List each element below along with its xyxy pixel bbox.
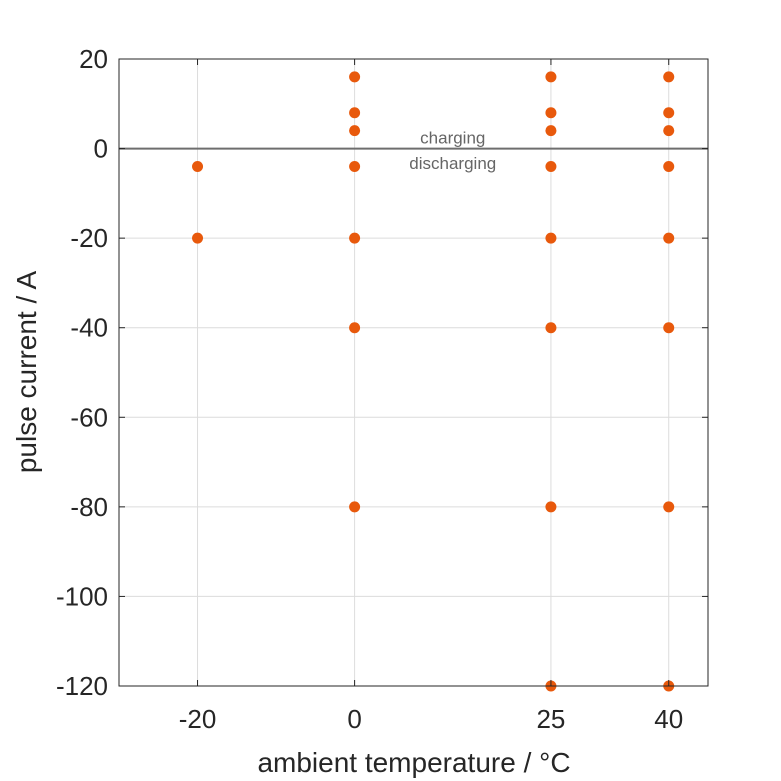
x-tick-label: 0	[347, 704, 361, 734]
data-point	[663, 107, 675, 119]
data-point	[663, 322, 675, 334]
annotation-layer: charging discharging	[409, 128, 496, 173]
data-point	[349, 107, 361, 119]
annotation-charging: charging	[420, 128, 485, 147]
y-tick-label: -20	[70, 223, 108, 253]
plot-frame	[118, 58, 709, 687]
y-tick-label: -60	[70, 402, 108, 432]
data-point	[192, 160, 204, 172]
data-point	[545, 322, 557, 334]
y-tick-label: -100	[56, 581, 108, 611]
y-tick-label: 20	[79, 44, 108, 74]
y-axis-title: pulse current / A	[11, 271, 42, 474]
y-tick-label: -40	[70, 313, 108, 343]
data-point	[663, 125, 675, 137]
x-tick-label: -20	[179, 704, 217, 734]
data-points	[192, 71, 675, 692]
data-point	[663, 160, 675, 172]
data-point	[663, 501, 675, 513]
x-tick-label: 25	[536, 704, 565, 734]
data-point	[349, 160, 361, 172]
data-point	[663, 71, 675, 83]
data-point	[545, 160, 557, 172]
data-point	[545, 501, 557, 513]
data-point	[349, 125, 361, 137]
x-tick-label: 40	[654, 704, 683, 734]
data-point	[349, 232, 361, 244]
data-point	[545, 125, 557, 137]
data-point	[192, 232, 204, 244]
tick-marks	[119, 58, 708, 687]
y-tick-label: 0	[94, 134, 108, 164]
x-axis-title: ambient temperature / °C	[257, 747, 570, 778]
annotation-discharging: discharging	[409, 154, 496, 173]
data-point	[349, 322, 361, 334]
y-tick-labels: 20 0 -20 -40 -60 -80 -100 -120	[56, 44, 108, 701]
x-tick-labels: -20 0 25 40	[179, 704, 683, 734]
data-point	[545, 107, 557, 119]
data-point	[349, 501, 361, 513]
y-tick-label: -120	[56, 671, 108, 701]
data-point	[545, 232, 557, 244]
y-tick-label: -80	[70, 492, 108, 522]
data-point	[663, 232, 675, 244]
data-point	[349, 71, 361, 83]
data-point	[545, 71, 557, 83]
